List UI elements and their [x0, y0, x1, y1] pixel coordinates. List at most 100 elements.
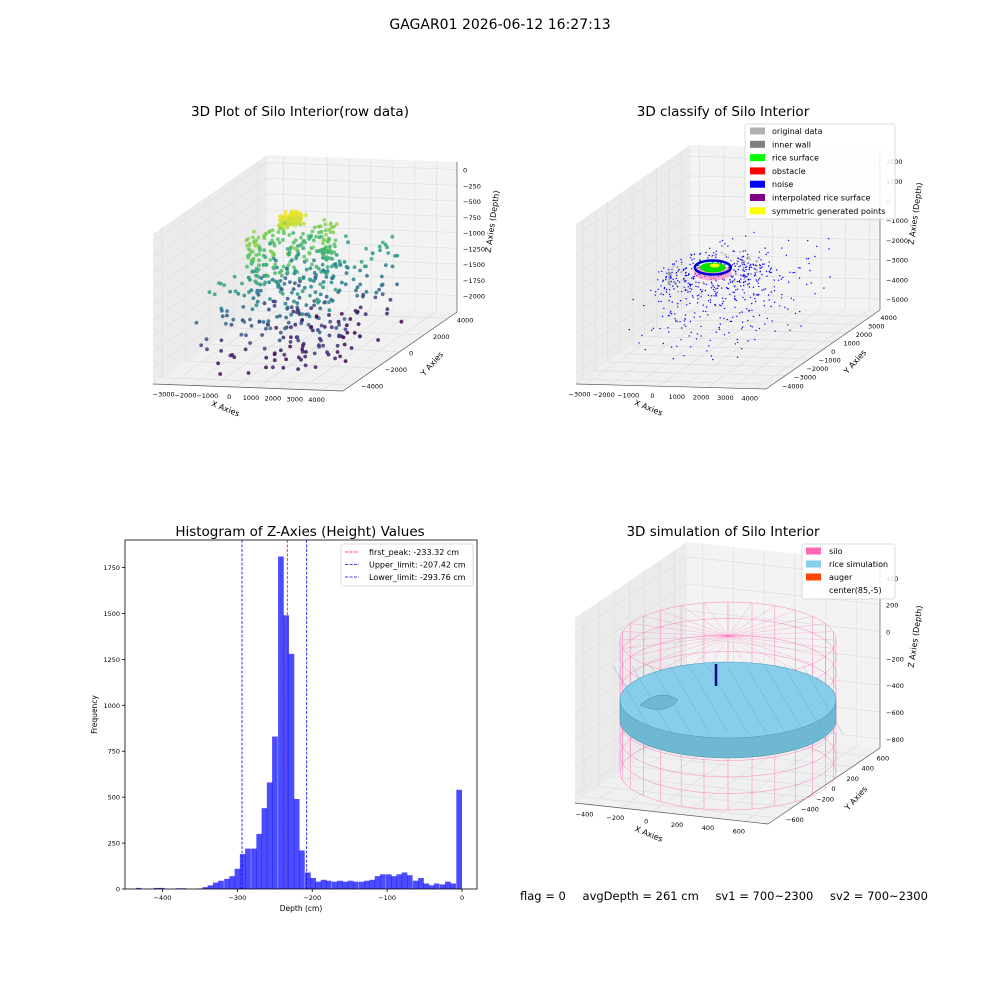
data-point [298, 279, 302, 284]
noise-point [769, 269, 771, 271]
noise-point [691, 283, 693, 286]
inner-wall-point [736, 260, 738, 262]
x-tick-label: −200 [606, 814, 624, 822]
x-axis-line [574, 802, 769, 825]
data-point [207, 290, 212, 294]
data-point [321, 238, 326, 242]
silo-roof-strut [622, 631, 729, 637]
noise-point [793, 299, 795, 301]
noise-point [734, 343, 736, 345]
data-point [263, 232, 268, 237]
noise-point [765, 270, 768, 273]
data-point [352, 331, 357, 335]
data-point [268, 242, 272, 246]
legend-swatch [806, 547, 821, 555]
grid-y [632, 344, 823, 351]
y-axis-line [765, 309, 881, 390]
histogram-bar [456, 789, 463, 889]
x-tick-label: −1000 [196, 392, 218, 400]
legend-label: rice simulation [829, 560, 888, 569]
noise-point [737, 269, 740, 271]
y-axis-label: Frequency [90, 695, 99, 734]
data-point [380, 282, 385, 287]
z-tick-label: −5000 [886, 296, 908, 304]
grid-z-right [266, 272, 458, 281]
data-point [282, 282, 287, 286]
noise-point [780, 297, 783, 299]
noise-point [707, 314, 709, 316]
data-point [312, 270, 317, 275]
noise-point [661, 315, 664, 318]
data-point [289, 305, 294, 310]
data-point [263, 255, 268, 260]
data-point [246, 247, 251, 252]
noise-point [787, 324, 789, 326]
inner-wall-point [674, 272, 677, 275]
noise-point [767, 251, 769, 254]
noise-point [753, 231, 755, 234]
noise-point [701, 290, 703, 293]
z-tick-label: −200 [886, 655, 904, 663]
noise-point [749, 278, 751, 281]
data-point [321, 253, 326, 257]
noise-point [663, 267, 665, 269]
z-tick-label: −250 [463, 182, 481, 190]
y-tick-label: 400 [862, 765, 874, 773]
inner-wall-point [739, 251, 741, 253]
noise-point [742, 274, 744, 276]
data-point [264, 262, 269, 267]
y-axis-label: Y Axies [841, 348, 868, 376]
data-point [280, 215, 284, 220]
noise-point [747, 319, 749, 322]
histogram-bar [245, 848, 251, 889]
noise-point [675, 320, 677, 322]
noise-point [799, 310, 801, 313]
noise-point [716, 287, 719, 289]
legend-swatch [750, 154, 765, 162]
noise-point [688, 335, 690, 337]
noise-point [754, 298, 756, 300]
data-point [248, 278, 252, 282]
z-tick-label: −2000 [886, 237, 908, 245]
noise-point [719, 323, 721, 325]
noise-point [744, 299, 746, 301]
noise-point [745, 235, 747, 237]
noise-point [712, 358, 714, 361]
data-point [217, 281, 221, 285]
data-point [278, 279, 283, 283]
noise-point [757, 294, 759, 296]
data-point [219, 306, 224, 311]
noise-point [649, 289, 652, 292]
noise-point [748, 267, 751, 269]
x-tick-label: 4000 [308, 396, 325, 404]
data-point [257, 319, 262, 324]
data-point [314, 314, 319, 319]
data-point [289, 312, 294, 317]
legend-label: inner wall [772, 140, 811, 149]
data-point [289, 325, 293, 330]
data-point [271, 265, 276, 270]
noise-point [715, 288, 717, 290]
noise-point [731, 264, 734, 266]
data-point [273, 279, 278, 284]
histogram-bar [135, 887, 142, 889]
noise-point [705, 310, 707, 313]
silo-roof-strut [727, 635, 813, 664]
x-tick-label: 4000 [741, 395, 758, 403]
inner-wall-point [756, 268, 758, 271]
noise-point [702, 304, 704, 306]
data-point [390, 264, 395, 269]
histogram-bar [256, 833, 263, 889]
data-point [355, 309, 360, 314]
data-point [379, 274, 384, 279]
grid-z-right [689, 234, 881, 241]
grid-y [619, 353, 810, 359]
z-tick-label: −3000 [886, 257, 908, 265]
inner-wall-point [672, 281, 675, 283]
y-tick-label: 3000 [868, 323, 885, 331]
noise-point [685, 298, 687, 300]
noise-point [721, 287, 723, 289]
data-point [322, 325, 327, 329]
noise-point [692, 262, 694, 264]
noise-point [632, 298, 634, 301]
